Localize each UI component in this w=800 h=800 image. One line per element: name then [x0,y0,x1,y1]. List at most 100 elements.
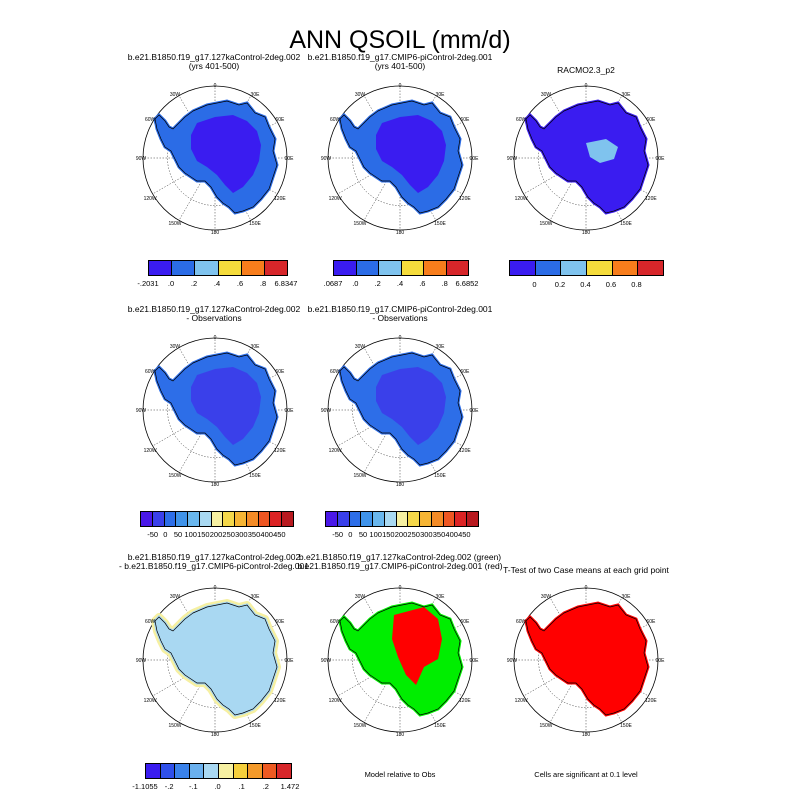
longitude-label: 180 [211,230,220,236]
longitude-label: 120W [329,448,342,454]
colorbar-swatch [172,261,196,275]
interior-field [191,115,261,193]
longitude-label: 90E [470,658,480,664]
colorbar-tick-label: 0 [348,530,353,539]
longitude-label: 180 [211,482,220,488]
colorbar-swatch [587,261,613,275]
longitude-label: 60W [145,369,156,375]
longitude-label: 90W [136,156,147,162]
colorbar-swatch [443,512,456,526]
longitude-label: 120E [459,196,471,202]
colorbar-swatch [455,512,468,526]
longitude-label: 0 [585,83,588,89]
map-frame [142,587,288,733]
colorbar-swatch [199,512,212,526]
colorbar-tick-label: 450 [458,530,471,539]
longitude-label: 30W [170,594,181,600]
panel-title-line1: b.e21.B1850.f19_g17.127kaControl-2deg.00… [127,304,301,314]
colorbar-tick-label: -.2031 [137,279,159,288]
colorbar-swatch [175,764,190,778]
longitude-label: 120E [274,698,286,704]
interior-field [376,115,446,193]
colorbar-swatch [211,512,224,526]
map-frame [142,85,288,231]
longitude-label: 60E [275,369,285,375]
longitude-label: 180 [396,732,405,738]
panel-title-line2: - Observations [372,313,428,323]
longitude-label: 0 [399,83,402,89]
longitude-label: 150E [620,221,632,227]
colorbar-swatch [356,261,379,275]
longitude-label: 90W [136,408,147,414]
longitude-label: 120W [515,196,528,202]
colorbar-tick-label: 0.4 [580,280,591,289]
longitude-label: 90E [285,658,295,664]
map-frame [513,85,659,231]
colorbar-tick-label: .4 [396,279,404,288]
longitude-label: 0 [585,585,588,591]
colorbar-swatch [420,512,432,526]
colorbar-swatch [424,261,447,275]
colorbar-p6 [145,763,292,779]
longitude-label: 150W [353,723,366,729]
longitude-label: 60W [330,117,341,123]
coastline [339,602,463,716]
colorbar-swatch [149,261,173,275]
colorbar-tick-label: -.1 [188,782,198,791]
longitude-label: 120E [645,196,657,202]
longitude-label: 30E [251,594,261,600]
longitude-label: 150W [168,221,181,227]
colorbar-swatch [270,512,283,526]
panel-title-p4: b.e21.B1850.f19_g17.127kaControl-2deg.00… [84,305,344,323]
longitude-label: 60E [646,619,656,625]
colorbar-tick-label: 0 [532,280,537,289]
colorbar-swatch [334,261,357,275]
longitude-label: 90W [136,658,147,664]
longitude-label: 120E [645,698,657,704]
map-frame [327,587,473,733]
panel-title-p5: b.e21.B1850.f19_g17.CMIP6-piControl-2deg… [270,305,530,323]
panel-title-line1: T-Test of two Case means at each grid po… [503,565,669,575]
colorbar-tick-label: -50 [147,530,159,539]
longitude-label: 30W [541,92,552,98]
colorbar-swatch [204,764,219,778]
colorbar-swatch [612,261,639,275]
colorbar-p4 [140,511,294,527]
colorbar-tick-label: .0 [214,782,221,791]
coastline [525,100,649,214]
colorbar-tick-label: -50 [332,530,344,539]
colorbar-swatch [467,512,478,526]
longitude-label: 150E [249,723,261,729]
longitude-label: 30W [355,594,366,600]
colorbar-tick-label: 1.472 [280,782,300,791]
longitude-label: 150W [353,473,366,479]
longitude-label: 90E [285,156,295,162]
colorbar-tick-label: 0.8 [631,280,642,289]
colorbar-swatch [246,512,259,526]
colorbar-swatch [188,512,200,526]
longitude-label: 180 [396,482,405,488]
colorbar-swatch [282,512,293,526]
colorbar-tick-label: .6 [236,279,244,288]
longitude-label: 180 [396,230,405,236]
colorbar-p2 [333,260,469,276]
panel-title-line1: b.e21.B1850.f19_g17.127kaControl-2deg.00… [127,52,301,62]
panel-title-line1: b.e21.B1850.f19_g17.CMIP6-piControl-2deg… [307,52,493,62]
longitude-label: 120W [144,196,157,202]
colorbar-swatch [233,764,249,778]
antarctic-map-p1: 0 30E 60E 90E 120E 150E 180 150W 120W 90W 60W 30W [136,83,295,236]
colorbar-tick-label: 250 [222,530,235,539]
colorbar-tick-label: 400 [445,530,458,539]
longitude-label: 90W [321,156,332,162]
longitude-label: 90E [656,658,666,664]
colorbar-swatch [160,764,176,778]
longitude-label: 30E [622,594,632,600]
panel-title-line2: b.e21.B1850.f19_g17.CMIP6-piControl-2deg… [297,561,503,571]
longitude-label: 30E [251,344,261,350]
colorbar-tick-label: .0 [352,279,359,288]
colorbar-swatch [337,512,350,526]
longitude-label: 0 [399,585,402,591]
antarctic-map-p8: 0 30E 60E 90E 120E 150E 180 150W 120W 90W 60W 30W [507,585,666,738]
longitude-label: 150E [620,723,632,729]
longitude-label: 150E [249,473,261,479]
